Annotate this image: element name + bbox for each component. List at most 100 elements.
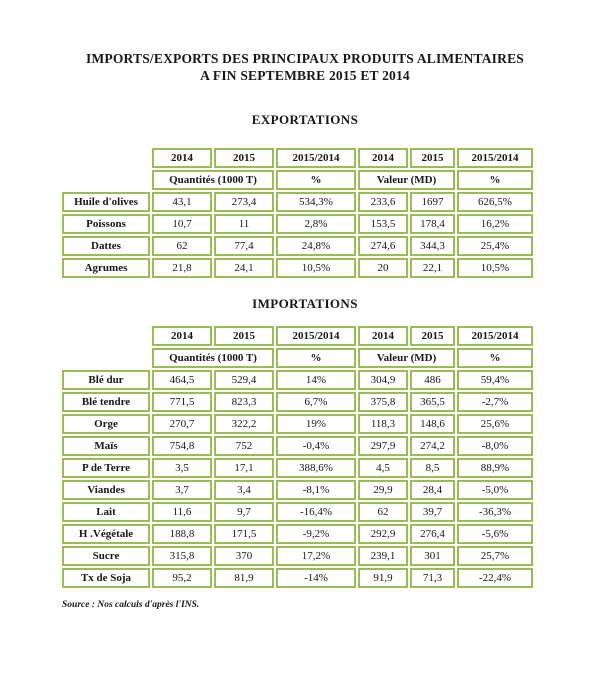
value-cell: 88,9% — [457, 458, 533, 478]
group-header-cell: Quantités (1000 T) — [152, 170, 274, 190]
group-header-cell: % — [276, 348, 356, 368]
value-cell: -8,0% — [457, 436, 533, 456]
group-header-cell: Valeur (MD) — [358, 170, 455, 190]
corner-spacer-cell — [62, 148, 150, 168]
value-cell: 148,6 — [410, 414, 455, 434]
year-header-cell: 2015/2014 — [276, 326, 356, 346]
value-cell: 39,7 — [410, 502, 455, 522]
row-label-cell: Lait — [62, 502, 150, 522]
value-cell: 25,7% — [457, 546, 533, 566]
value-cell: 22,1 — [410, 258, 455, 278]
value-cell: 25,6% — [457, 414, 533, 434]
year-header-row: 2014 2015 2015/2014 2014 2015 2015/2014 — [62, 148, 533, 168]
value-cell: 62 — [152, 236, 212, 256]
year-header-cell: 2014 — [358, 326, 408, 346]
value-cell: 276,4 — [410, 524, 455, 544]
value-cell: 171,5 — [214, 524, 274, 544]
table-row: Tx de Soja 95,2 81,9 -14% 91,9 71,3 -22,4% — [62, 568, 533, 588]
value-cell: 21,8 — [152, 258, 212, 278]
value-cell: 233,6 — [358, 192, 408, 212]
document-title-line1: IMPORTS/EXPORTS DES PRINCIPAUX PRODUITS … — [85, 51, 524, 66]
row-label-cell: P de Terre — [62, 458, 150, 478]
year-header-cell: 2015/2014 — [276, 148, 356, 168]
table-row: Sucre 315,8 370 17,2% 239,1 301 25,7% — [62, 546, 533, 566]
value-cell: 81,9 — [214, 568, 274, 588]
group-header-row: Quantités (1000 T)% Valeur (MD)% — [62, 348, 533, 368]
value-cell: 304,9 — [358, 370, 408, 390]
value-cell: 823,3 — [214, 392, 274, 412]
value-cell: 344,3 — [410, 236, 455, 256]
value-cell: 9,7 — [214, 502, 274, 522]
value-cell: -0,4% — [276, 436, 356, 456]
value-cell: 11 — [214, 214, 274, 234]
value-cell: 77,4 — [214, 236, 274, 256]
value-cell: 16,2% — [457, 214, 533, 234]
table-row: Dattes 62 77,4 24,8% 274,6 344,3 25,4% — [62, 236, 533, 256]
value-cell: 29,9 — [358, 480, 408, 500]
table-row: Viandes 3,7 3,4 -8,1% 29,9 28,4 -5,0% — [62, 480, 533, 500]
value-cell: 2,8% — [276, 214, 356, 234]
value-cell: 59,4% — [457, 370, 533, 390]
corner-spacer-cell — [62, 348, 150, 368]
table-row: H .Végétale 188,8 171,5 -9,2% 292,9 276,4 -5,6… — [62, 524, 533, 544]
year-header-row: 2014 2015 2015/2014 2014 2015 2015/2014 — [62, 326, 533, 346]
row-label-cell: Sucre — [62, 546, 150, 566]
value-cell: 534,3% — [276, 192, 356, 212]
value-cell: 11,6 — [152, 502, 212, 522]
value-cell: 322,2 — [214, 414, 274, 434]
row-label-cell: Orge — [62, 414, 150, 434]
row-label-cell: Poissons — [62, 214, 150, 234]
year-header-cell: 2015 — [214, 148, 274, 168]
value-cell: 297,9 — [358, 436, 408, 456]
table-row: Lait 11,6 9,7 -16,4% 62 39,7 -36,3% — [62, 502, 533, 522]
value-cell: -14% — [276, 568, 356, 588]
year-header-cell: 2015 — [410, 326, 455, 346]
value-cell: 10,7 — [152, 214, 212, 234]
row-label-cell: Dattes — [62, 236, 150, 256]
value-cell: 365,5 — [410, 392, 455, 412]
exports-section-heading: EXPORTATIONS — [251, 112, 359, 127]
value-cell: 375,8 — [358, 392, 408, 412]
value-cell: -22,4% — [457, 568, 533, 588]
value-cell: 771,5 — [152, 392, 212, 412]
table-row: Maïs 754,8 752 -0,4% 297,9 274,2 -8,0% — [62, 436, 533, 456]
row-label-cell: Huile d'olives — [62, 192, 150, 212]
value-cell: 370 — [214, 546, 274, 566]
table-row: Blé tendre 771,5 823,3 6,7% 375,8 365,5 -2,7% — [62, 392, 533, 412]
value-cell: -2,7% — [457, 392, 533, 412]
value-cell: 95,2 — [152, 568, 212, 588]
row-label-cell: H .Végétale — [62, 524, 150, 544]
value-cell: 4,5 — [358, 458, 408, 478]
value-cell: 91,9 — [358, 568, 408, 588]
value-cell: 24,8% — [276, 236, 356, 256]
value-cell: 20 — [358, 258, 408, 278]
value-cell: 274,6 — [358, 236, 408, 256]
value-cell: 3,7 — [152, 480, 212, 500]
row-label-cell: Viandes — [62, 480, 150, 500]
year-header-cell: 2014 — [152, 326, 212, 346]
imports-section-heading: IMPORTATIONS — [252, 296, 358, 311]
table-row: Agrumes 21,8 24,1 10,5% 20 22,1 10,5% — [62, 258, 533, 278]
table-row: Blé dur 464,5 529,4 14% 304,9 486 59,4% — [62, 370, 533, 390]
value-cell: -36,3% — [457, 502, 533, 522]
value-cell: 8,5 — [410, 458, 455, 478]
value-cell: 62 — [358, 502, 408, 522]
value-cell: 19% — [276, 414, 356, 434]
row-label-cell: Blé tendre — [62, 392, 150, 412]
group-header-cell: % — [457, 348, 533, 368]
row-label-cell: Maïs — [62, 436, 150, 456]
value-cell: 10,5% — [457, 258, 533, 278]
corner-spacer-cell — [62, 170, 150, 190]
value-cell: 239,1 — [358, 546, 408, 566]
value-cell: 188,8 — [152, 524, 212, 544]
exports-table: 2014 2015 2015/2014 2014 2015 2015/2014 Quanti… — [60, 146, 535, 280]
value-cell: 292,9 — [358, 524, 408, 544]
value-cell: 17,1 — [214, 458, 274, 478]
group-header-cell: % — [276, 170, 356, 190]
value-cell: 28,4 — [410, 480, 455, 500]
value-cell: 315,8 — [152, 546, 212, 566]
value-cell: -9,2% — [276, 524, 356, 544]
value-cell: 626,5% — [457, 192, 533, 212]
value-cell: 752 — [214, 436, 274, 456]
value-cell: 17,2% — [276, 546, 356, 566]
